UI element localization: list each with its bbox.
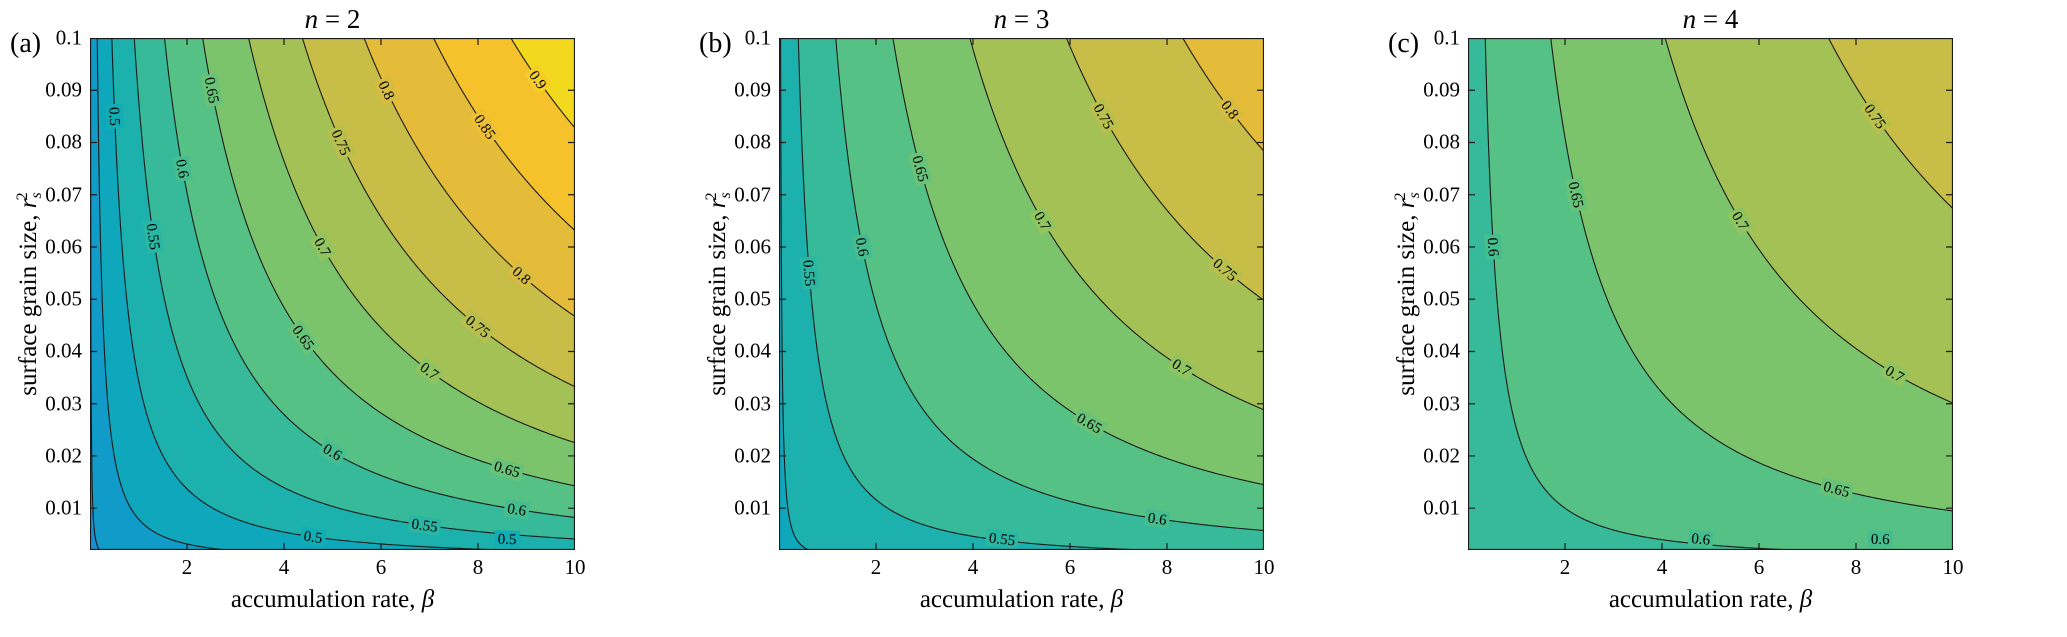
y-tick-label: 0.02 bbox=[45, 443, 82, 468]
y-tick-label: 0.08 bbox=[45, 129, 82, 154]
x-tick-label: 2 bbox=[1559, 555, 1571, 579]
y-tick-label: 0.05 bbox=[1423, 286, 1460, 311]
y-axis-tick-labels: 0.01 0.02 0.03 0.04 0.05 0.06 0.07 0.08 0.09 0.1 bbox=[8, 26, 82, 550]
y-tick-label: 0.08 bbox=[1423, 129, 1460, 154]
y-tick-label: 0.09 bbox=[734, 77, 771, 102]
y-axis-label: surface grain size, rs2 bbox=[14, 192, 46, 395]
panel-letter-c: (c) bbox=[1388, 28, 1420, 59]
x-axis-label: accumulation rate, β bbox=[1468, 586, 1953, 614]
y-tick-label: 0.01 bbox=[734, 495, 771, 520]
panel-letter-a: (a) bbox=[10, 28, 42, 59]
title-variable: n bbox=[1682, 4, 1697, 34]
x-tick-label: 4 bbox=[1656, 555, 1668, 579]
x-axis-label-symbol: β bbox=[1799, 586, 1813, 613]
x-axis-label: accumulation rate, β bbox=[779, 586, 1264, 614]
y-tick-label: 0.09 bbox=[1423, 77, 1460, 102]
y-axis-label-text: surface grain size, bbox=[1393, 208, 1420, 396]
y-tick-label: 0.1 bbox=[744, 25, 771, 50]
y-tick-label: 0.08 bbox=[734, 129, 771, 154]
title-value: = 4 bbox=[1696, 4, 1739, 34]
x-axis-label-symbol: β bbox=[1110, 586, 1124, 613]
title-value: = 3 bbox=[1007, 4, 1050, 34]
y-tick-label: 0.07 bbox=[45, 182, 82, 207]
y-tick-label: 0.04 bbox=[45, 338, 82, 363]
x-tick-label: 8 bbox=[472, 555, 484, 579]
x-axis-tick-labels: 2 4 6 8 10 bbox=[1468, 551, 1964, 581]
y-axis-label-text: surface grain size, bbox=[704, 208, 731, 396]
axes-area-b bbox=[779, 38, 1264, 550]
y-axis-label: surface grain size, rs2 bbox=[703, 192, 735, 395]
y-axis-label-superscript: 2 bbox=[1392, 192, 1409, 201]
title-variable: n bbox=[993, 4, 1008, 34]
y-tick-label: 0.04 bbox=[1423, 338, 1460, 363]
x-tick-label: 10 bbox=[1942, 555, 1964, 579]
axes-area-a bbox=[90, 38, 575, 550]
y-tick-label: 0.05 bbox=[734, 286, 771, 311]
title-value: = 2 bbox=[318, 4, 361, 34]
contour-plot-a bbox=[90, 38, 575, 550]
y-tick-label: 0.09 bbox=[45, 77, 82, 102]
x-axis-tick-labels: 2 4 6 8 10 bbox=[90, 551, 586, 581]
x-tick-label: 8 bbox=[1850, 555, 1862, 579]
x-axis-label: accumulation rate, β bbox=[90, 586, 575, 614]
y-tick-label: 0.03 bbox=[734, 391, 771, 416]
x-tick-label: 4 bbox=[278, 555, 290, 579]
y-tick-label: 0.03 bbox=[1423, 391, 1460, 416]
y-tick-label: 0.1 bbox=[1433, 25, 1460, 50]
y-tick-label: 0.03 bbox=[45, 391, 82, 416]
y-axis-tick-labels: 0.01 0.02 0.03 0.04 0.05 0.06 0.07 0.08 0.09 0.1 bbox=[1386, 26, 1460, 550]
x-tick-label: 4 bbox=[967, 555, 979, 579]
y-axis-label-text: surface grain size, bbox=[15, 208, 42, 396]
plot-title-c: n = 4 bbox=[1468, 4, 1953, 35]
panel-c: (c) n = 4 0.01 0.02 0.03 0.04 0.05 0.06 0.07 0.… bbox=[1378, 0, 2067, 637]
y-axis-label-superscript: 2 bbox=[703, 192, 720, 201]
x-tick-label: 6 bbox=[375, 555, 387, 579]
x-tick-label: 6 bbox=[1753, 555, 1765, 579]
panel-a: (a) n = 2 0.01 0.02 0.03 0.04 0.05 0.06 0.07 0.… bbox=[0, 0, 689, 637]
x-tick-label: 2 bbox=[870, 555, 882, 579]
y-tick-label: 0.04 bbox=[734, 338, 771, 363]
y-tick-label: 0.02 bbox=[1423, 443, 1460, 468]
x-tick-label: 10 bbox=[1253, 555, 1275, 579]
y-tick-label: 0.07 bbox=[1423, 182, 1460, 207]
panel-letter-b: (b) bbox=[699, 28, 732, 59]
y-tick-label: 0.01 bbox=[1423, 495, 1460, 520]
y-tick-label: 0.06 bbox=[1423, 234, 1460, 259]
y-axis-label-superscript: 2 bbox=[14, 192, 31, 201]
x-axis-label-text: accumulation rate, bbox=[230, 586, 422, 613]
x-tick-label: 6 bbox=[1064, 555, 1076, 579]
y-tick-label: 0.07 bbox=[734, 182, 771, 207]
x-axis-label-text: accumulation rate, bbox=[1608, 586, 1800, 613]
x-axis-tick-labels: 2 4 6 8 10 bbox=[779, 551, 1275, 581]
y-tick-label: 0.06 bbox=[734, 234, 771, 259]
x-axis-label-text: accumulation rate, bbox=[919, 586, 1111, 613]
contour-plot-b bbox=[779, 38, 1264, 550]
y-axis-tick-labels: 0.01 0.02 0.03 0.04 0.05 0.06 0.07 0.08 0.09 0.1 bbox=[697, 26, 771, 550]
title-variable: n bbox=[304, 4, 319, 34]
panel-b: (b) n = 3 0.01 0.02 0.03 0.04 0.05 0.06 0.07 0.… bbox=[689, 0, 1378, 637]
x-tick-label: 2 bbox=[181, 555, 193, 579]
x-tick-label: 8 bbox=[1161, 555, 1173, 579]
axes-area-c bbox=[1468, 38, 1953, 550]
x-tick-label: 10 bbox=[564, 555, 586, 579]
plot-title-a: n = 2 bbox=[90, 4, 575, 35]
y-tick-label: 0.06 bbox=[45, 234, 82, 259]
y-tick-label: 0.05 bbox=[45, 286, 82, 311]
y-tick-label: 0.01 bbox=[45, 495, 82, 520]
contour-plot-c bbox=[1468, 38, 1953, 550]
x-axis-label-symbol: β bbox=[421, 586, 435, 613]
plot-title-b: n = 3 bbox=[779, 4, 1264, 35]
y-axis-label: surface grain size, rs2 bbox=[1392, 192, 1424, 395]
y-tick-label: 0.1 bbox=[55, 25, 82, 50]
y-tick-label: 0.02 bbox=[734, 443, 771, 468]
